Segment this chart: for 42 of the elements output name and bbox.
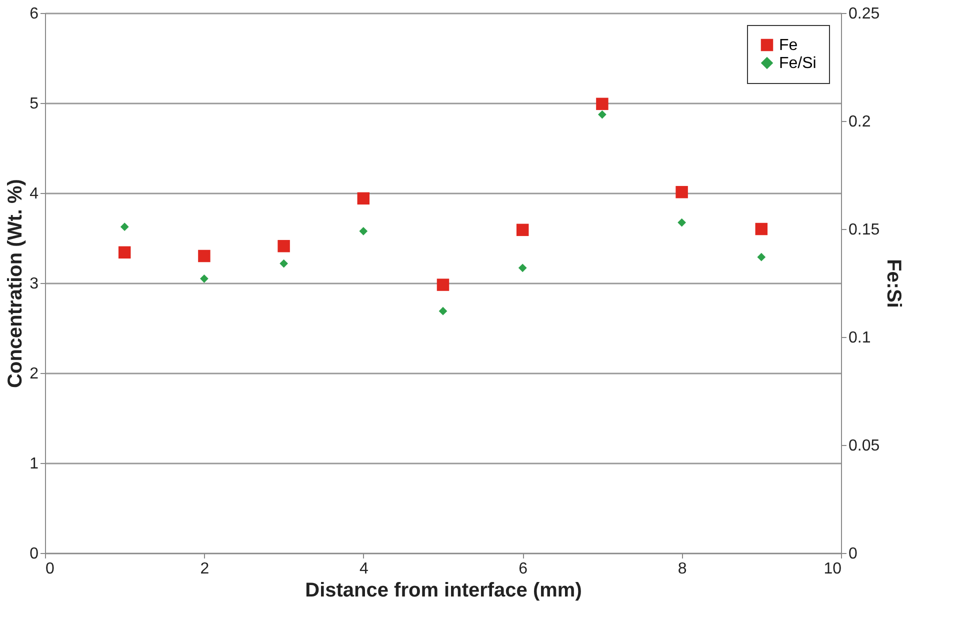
x-tick-label: 10 <box>824 560 842 578</box>
point <box>757 252 766 262</box>
y2-tick-label: 0.25 <box>848 6 880 22</box>
point <box>755 222 768 236</box>
y2-tick-label: 0.15 <box>848 222 880 238</box>
y2-tick-label: 0.2 <box>848 114 871 130</box>
y-axis-title: Concentration (Wt. %) <box>4 179 27 388</box>
y-tick-label: 6 <box>30 6 39 22</box>
y2-tick-label: 0.1 <box>848 330 871 346</box>
legend-label: Fe/Si <box>779 55 816 72</box>
y2-tick-label: 0.05 <box>848 438 880 454</box>
point <box>120 222 129 232</box>
x-tick-label: 0 <box>46 560 54 578</box>
point <box>518 264 527 272</box>
point <box>438 306 448 316</box>
point <box>596 98 608 110</box>
x-tick-label: 6 <box>518 560 528 578</box>
y-tick-label: 3 <box>30 276 39 292</box>
y2-axis-title: Fe:Si <box>882 259 905 308</box>
y-tick-label: 4 <box>30 186 39 202</box>
x-tick-label: 2 <box>200 560 210 578</box>
point <box>516 224 529 236</box>
point <box>359 226 368 236</box>
y-tick-label: 2 <box>30 366 39 382</box>
y-tick-label: 5 <box>30 96 39 112</box>
point <box>357 192 370 205</box>
point <box>598 110 606 119</box>
x-tick-label: 8 <box>678 560 687 578</box>
y-tick-label: 1 <box>30 456 39 472</box>
point <box>198 250 210 262</box>
point <box>676 186 688 198</box>
point <box>278 240 290 252</box>
point <box>280 259 288 268</box>
point <box>118 246 131 259</box>
point <box>678 218 686 227</box>
x-tick-label: 4 <box>359 560 368 578</box>
y-tick-label: 0 <box>30 546 39 562</box>
legend-label: Fe <box>779 37 798 54</box>
x-axis-title: Distance from interface (mm) <box>305 580 582 602</box>
y2-tick-label: 0 <box>848 546 858 562</box>
point <box>200 274 208 283</box>
point <box>436 278 450 291</box>
